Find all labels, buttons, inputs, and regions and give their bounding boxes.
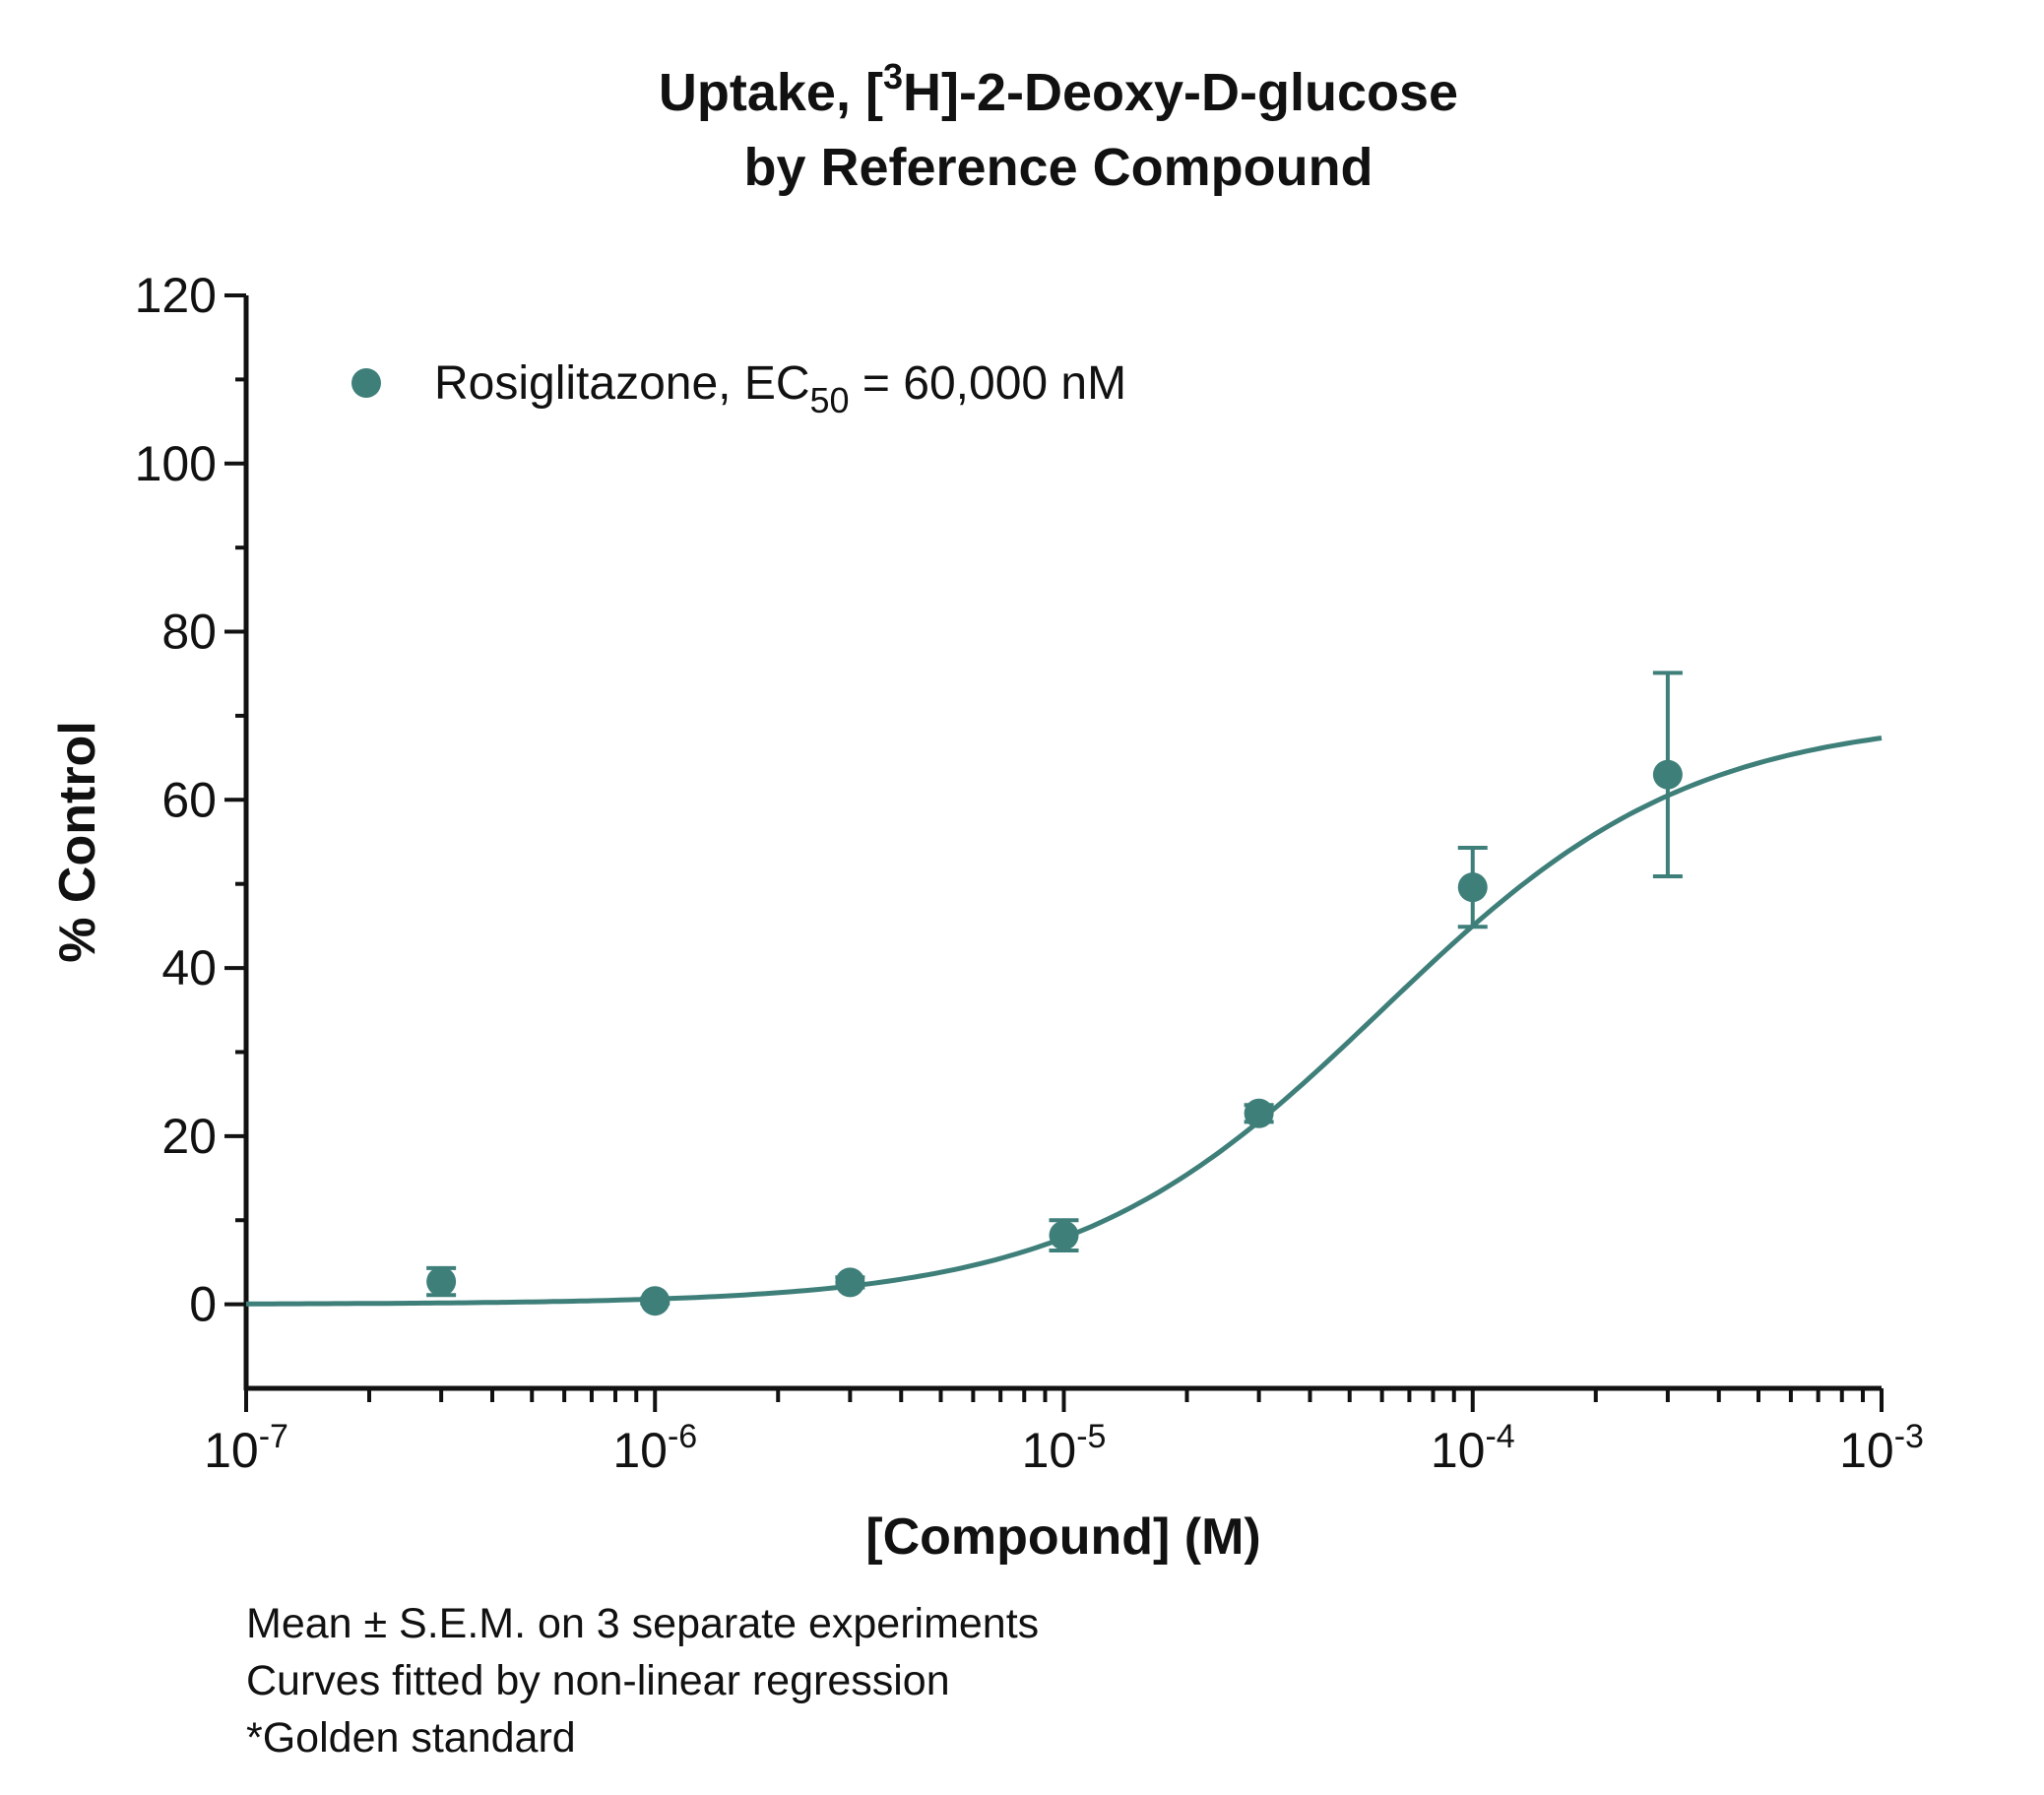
chart-title-line2: by Reference Compound [743,138,1373,197]
y-axis-title: % Control [49,721,106,963]
data-point [1457,872,1488,903]
x-tick-label: 10-7 [204,1418,288,1478]
y-tick-label: 80 [161,605,217,660]
legend: Rosiglitazone, EC50 = 60,000 nM [351,357,1126,420]
y-ticks: 0 20 40 60 80 100 120 [135,268,246,1332]
y-tick-label: 60 [161,772,217,827]
x-tick-label: 10-3 [1839,1418,1924,1478]
footnote-3: *Golden standard [246,1714,576,1762]
data-point [835,1267,865,1298]
legend-label: Rosiglitazone, EC50 = 60,000 nM [434,357,1126,420]
data-point [640,1286,671,1316]
title-superscript: 3 [883,56,903,96]
data-point [1049,1220,1079,1250]
data-point [1244,1098,1274,1128]
chart-title-line1: Uptake, [3H]-2-Deoxy-D-glucose [659,56,1458,122]
title-text-before: Uptake, [ [659,63,883,122]
footnote-1: Mean ± S.E.M. on 3 separate experiments [246,1600,1039,1647]
legend-label-before: Rosiglitazone, EC [434,357,810,410]
x-ticks: 10-7 10-6 10-5 10-4 10-3 [204,1388,1924,1478]
title-text-after: H]-2-Deoxy-D-glucose [903,63,1458,122]
legend-marker [351,368,381,398]
data-points [426,759,1683,1316]
footnote-2: Curves fitted by non-linear regression [246,1657,950,1704]
x-tick-label: 10-5 [1022,1418,1107,1478]
error-bars [426,671,1683,1306]
data-point [426,1266,457,1297]
x-tick-label: 10-6 [612,1418,697,1478]
y-tick-label: 0 [189,1277,217,1332]
y-tick-label: 100 [135,436,217,491]
y-tick-label: 120 [135,268,217,323]
data-point [1652,759,1683,790]
y-tick-label: 40 [161,940,217,995]
x-axis-title: [Compound] (M) [865,1508,1260,1566]
y-tick-label: 20 [161,1109,217,1164]
legend-label-subscript: 50 [810,380,850,420]
legend-label-after: = 60,000 nM [850,357,1127,410]
x-tick-label: 10-4 [1431,1418,1515,1478]
footnotes: Mean ± S.E.M. on 3 separate experiments … [246,1600,1039,1762]
